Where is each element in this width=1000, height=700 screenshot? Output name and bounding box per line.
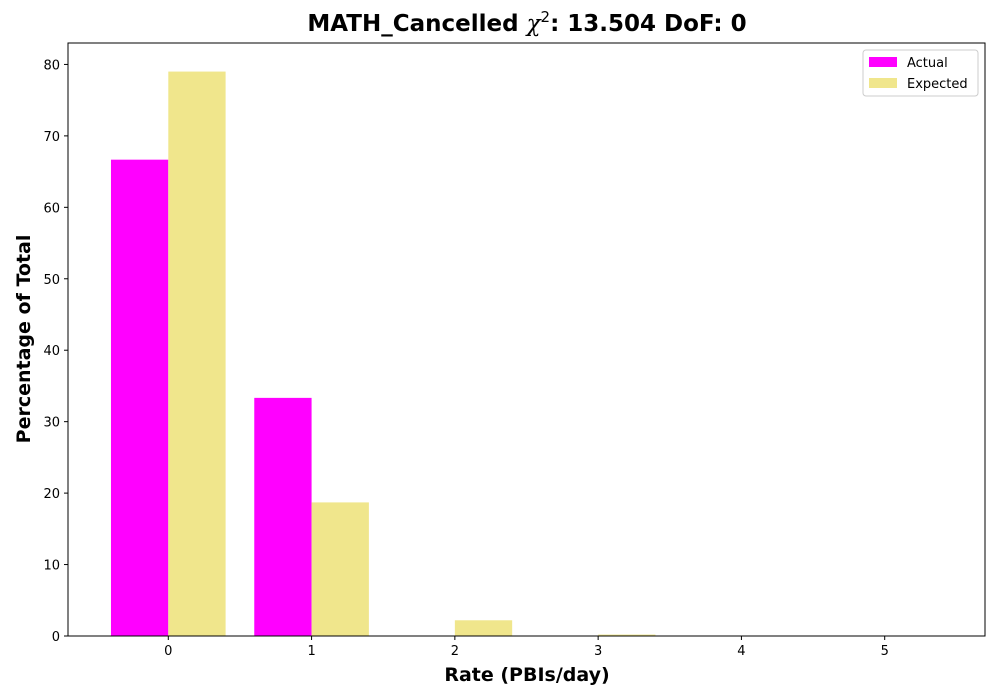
y-axis-label: Percentage of Total bbox=[13, 235, 35, 444]
x-axis-label: Rate (PBIs/day) bbox=[444, 664, 609, 686]
bar-actual-1 bbox=[254, 397, 312, 636]
legend-label-expected: Expected bbox=[907, 77, 968, 92]
legend: Actual Expected bbox=[862, 49, 979, 97]
bar-actual-0 bbox=[110, 159, 169, 637]
y-tick-label: 70 bbox=[43, 130, 60, 145]
bar-expected-1 bbox=[311, 502, 369, 636]
x-tick-label: 5 bbox=[881, 644, 889, 659]
x-tick-label: 1 bbox=[307, 644, 315, 659]
x-tick-label: 2 bbox=[451, 644, 459, 659]
y-tick-label: 30 bbox=[43, 416, 60, 431]
y-tick-label: 0 bbox=[52, 630, 60, 645]
bar-expected-3 bbox=[598, 634, 656, 636]
bar-expected-2 bbox=[454, 620, 513, 636]
y-tick-label: 40 bbox=[43, 344, 60, 359]
legend-swatch-actual bbox=[869, 57, 897, 67]
y-tick-label: 60 bbox=[43, 201, 60, 216]
x-tick-label: 0 bbox=[164, 644, 172, 659]
plot-frame bbox=[67, 42, 986, 637]
chart-title: MATH_Cancelled χ2: 13.504 DoF: 0 bbox=[307, 8, 746, 37]
y-tick-label: 80 bbox=[43, 58, 60, 73]
x-tick-label: 3 bbox=[594, 644, 602, 659]
y-tick-label: 10 bbox=[43, 559, 60, 574]
y-tick-label: 50 bbox=[43, 273, 60, 288]
legend-label-actual: Actual bbox=[907, 56, 948, 71]
y-tick-label: 20 bbox=[43, 487, 60, 502]
bar-expected-0 bbox=[168, 71, 226, 636]
legend-swatch-expected bbox=[869, 78, 897, 88]
x-tick-label: 4 bbox=[737, 644, 745, 659]
